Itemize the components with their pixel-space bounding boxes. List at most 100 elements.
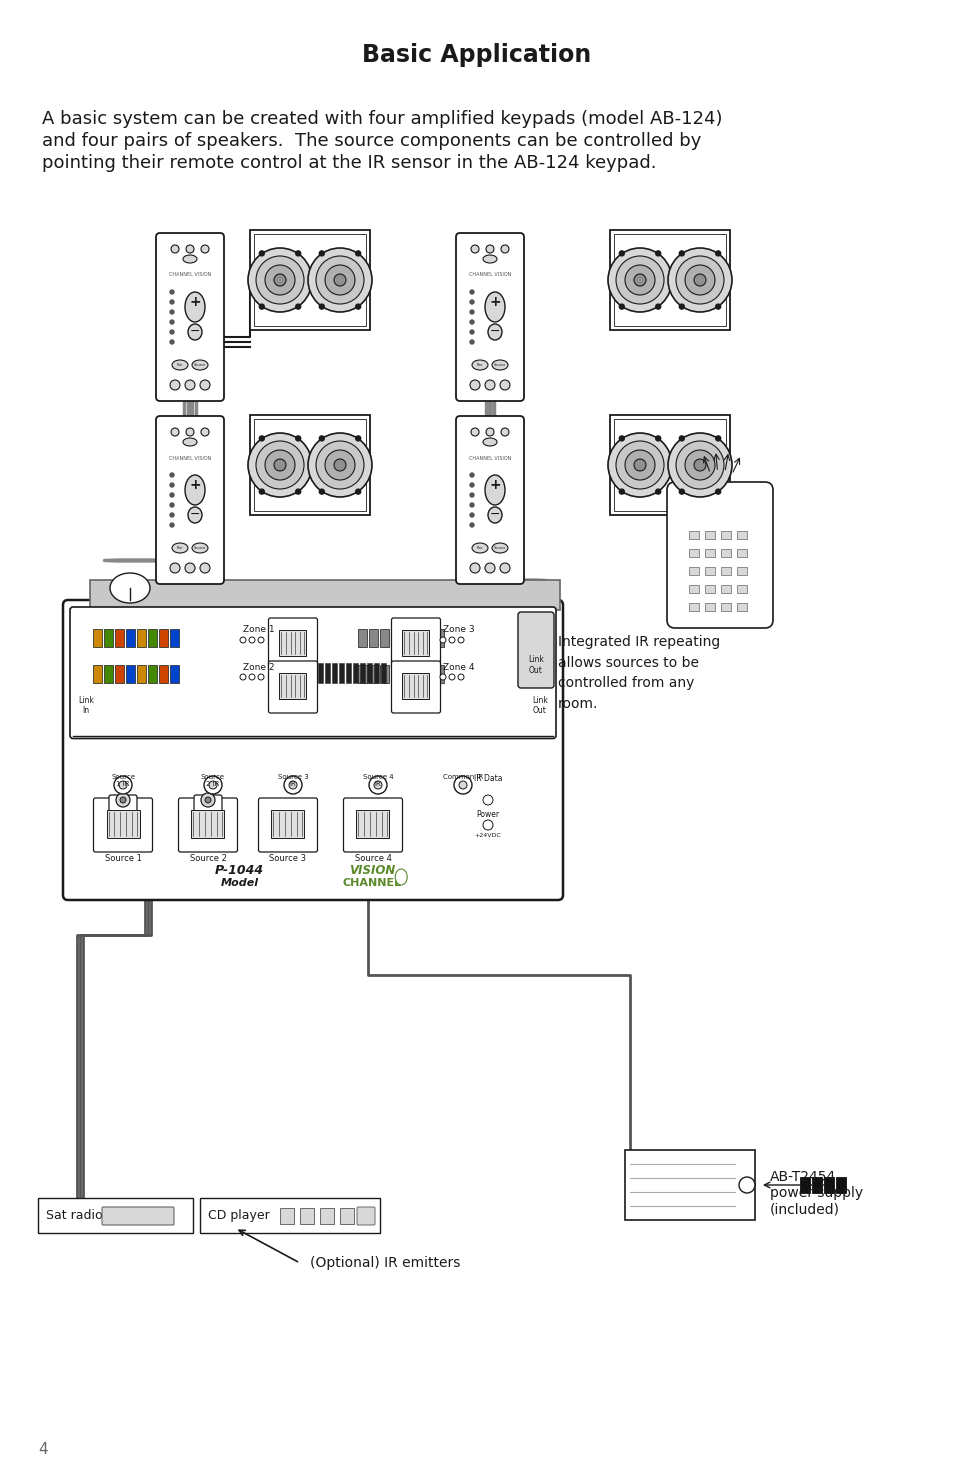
Circle shape: [470, 503, 474, 507]
Text: P-1044: P-1044: [214, 864, 264, 878]
Circle shape: [116, 794, 130, 807]
Bar: [401, 628, 411, 648]
Bar: [325, 662, 330, 683]
Bar: [200, 1198, 379, 1233]
Circle shape: [470, 482, 474, 487]
Circle shape: [257, 637, 264, 643]
Bar: [250, 230, 370, 330]
Bar: [720, 586, 730, 593]
Bar: [391, 665, 399, 683]
Text: Source 3
IR: Source 3 IR: [277, 774, 308, 788]
Text: −: −: [489, 507, 499, 521]
Ellipse shape: [488, 324, 501, 341]
Text: Source 2: Source 2: [190, 854, 226, 863]
FancyBboxPatch shape: [193, 795, 222, 829]
FancyBboxPatch shape: [70, 608, 556, 739]
Circle shape: [484, 563, 495, 572]
Circle shape: [171, 245, 179, 254]
Bar: [720, 603, 730, 611]
Circle shape: [170, 563, 180, 572]
Circle shape: [315, 257, 364, 304]
Circle shape: [185, 381, 194, 389]
Circle shape: [500, 245, 509, 254]
Text: VISION: VISION: [348, 864, 395, 878]
Text: Pwr: Pwr: [176, 363, 183, 367]
Bar: [737, 531, 746, 538]
Bar: [823, 1177, 833, 1193]
Circle shape: [470, 563, 479, 572]
Text: 4: 4: [38, 1443, 48, 1457]
Text: Link
Out: Link Out: [528, 655, 543, 674]
Circle shape: [240, 637, 246, 643]
Bar: [339, 1208, 354, 1224]
Circle shape: [374, 780, 381, 789]
FancyBboxPatch shape: [343, 798, 402, 853]
Bar: [137, 628, 146, 648]
Bar: [359, 662, 365, 683]
Circle shape: [259, 251, 264, 255]
Text: CHANNEL VISION: CHANNEL VISION: [169, 273, 211, 277]
Bar: [92, 628, 102, 648]
Circle shape: [667, 434, 731, 497]
Ellipse shape: [183, 255, 196, 263]
Circle shape: [470, 299, 474, 304]
Bar: [104, 665, 112, 683]
Bar: [170, 665, 179, 683]
FancyBboxPatch shape: [258, 798, 317, 853]
Circle shape: [186, 428, 193, 437]
Circle shape: [170, 524, 173, 527]
Text: A basic system can be created with four amplified keypads (model AB-124): A basic system can be created with four …: [42, 111, 721, 128]
Ellipse shape: [192, 360, 208, 370]
Circle shape: [319, 437, 324, 441]
FancyBboxPatch shape: [63, 600, 562, 900]
Circle shape: [471, 245, 478, 254]
Circle shape: [676, 257, 723, 304]
Bar: [38, 1198, 193, 1233]
Circle shape: [500, 428, 509, 437]
Bar: [170, 628, 179, 648]
Circle shape: [634, 459, 645, 471]
Circle shape: [693, 274, 705, 286]
Circle shape: [715, 490, 720, 494]
Circle shape: [171, 428, 179, 437]
Circle shape: [255, 257, 304, 304]
Bar: [380, 662, 386, 683]
Circle shape: [201, 428, 209, 437]
Bar: [811, 1177, 821, 1193]
Bar: [332, 662, 336, 683]
Bar: [279, 630, 306, 656]
Circle shape: [679, 304, 683, 310]
FancyBboxPatch shape: [156, 233, 224, 401]
Bar: [737, 566, 746, 575]
Circle shape: [259, 304, 264, 310]
Circle shape: [616, 441, 663, 490]
Circle shape: [369, 776, 387, 794]
Circle shape: [200, 381, 210, 389]
Text: Integrated IR repeating
allows sources to be
controlled from any
room.: Integrated IR repeating allows sources t…: [558, 636, 720, 711]
Circle shape: [274, 459, 286, 471]
Bar: [148, 665, 157, 683]
Circle shape: [289, 780, 296, 789]
Circle shape: [334, 274, 346, 286]
Text: Source: Source: [193, 363, 206, 367]
Bar: [720, 531, 730, 538]
Bar: [391, 628, 399, 648]
Circle shape: [457, 674, 463, 680]
Circle shape: [248, 248, 312, 313]
Circle shape: [201, 794, 214, 807]
Circle shape: [499, 381, 510, 389]
Circle shape: [470, 513, 474, 518]
Text: −: −: [489, 324, 499, 338]
Bar: [737, 586, 746, 593]
Bar: [704, 586, 714, 593]
Circle shape: [607, 248, 671, 313]
Bar: [704, 566, 714, 575]
Text: Pwr: Pwr: [476, 546, 483, 550]
Bar: [720, 566, 730, 575]
Circle shape: [170, 291, 173, 294]
Circle shape: [257, 674, 264, 680]
Circle shape: [470, 381, 479, 389]
Text: Power: Power: [476, 810, 499, 819]
Bar: [137, 665, 146, 683]
Circle shape: [170, 320, 173, 324]
